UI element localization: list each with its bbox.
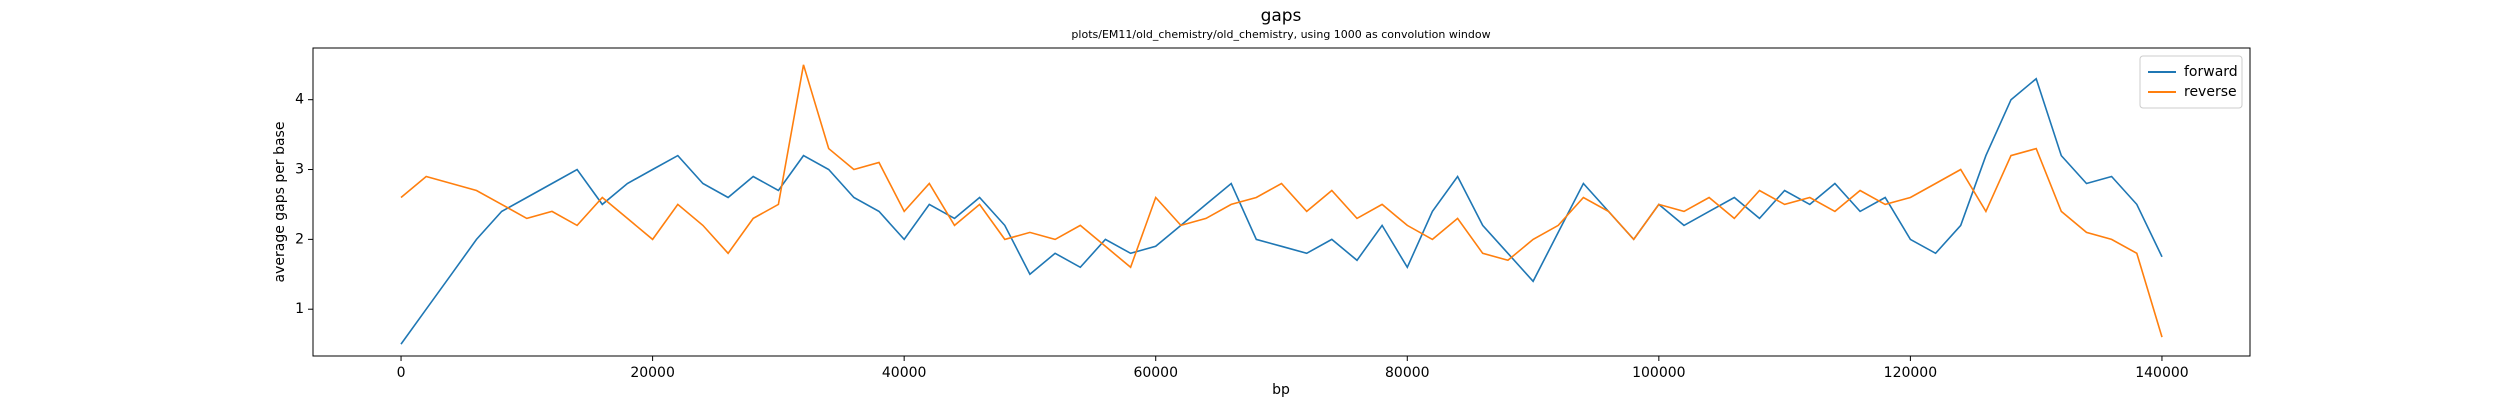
y-tick-label: 2 xyxy=(295,231,304,247)
y-tick-label: 4 xyxy=(295,92,304,108)
x-axis-label: bp xyxy=(1272,382,1290,398)
chart-title: gaps xyxy=(1261,6,1302,26)
x-tick-label: 40000 xyxy=(882,365,927,381)
x-tick-label: 140000 xyxy=(2135,365,2188,381)
series-line xyxy=(400,77,2163,345)
x-tick-label: 80000 xyxy=(1385,365,1430,381)
x-tick-label: 120000 xyxy=(1884,365,1937,381)
legend-label: forward xyxy=(2184,64,2238,80)
x-tick-label: 20000 xyxy=(630,365,675,381)
y-tick-label: 1 xyxy=(295,301,304,317)
plot-frame xyxy=(312,47,2251,357)
y-axis-label: average gaps per base xyxy=(272,122,288,283)
x-tick-label: 100000 xyxy=(1632,365,1685,381)
series-line xyxy=(400,64,2163,338)
y-tick-label: 3 xyxy=(295,162,304,178)
x-tick-label: 60000 xyxy=(1133,365,1178,381)
chart-subtitle: plots/EM11/old_chemistry/old_chemistry, … xyxy=(1071,28,1490,41)
x-tick-label: 0 xyxy=(397,365,406,381)
legend-box xyxy=(2139,55,2243,109)
legend-label: reverse xyxy=(2184,84,2237,100)
